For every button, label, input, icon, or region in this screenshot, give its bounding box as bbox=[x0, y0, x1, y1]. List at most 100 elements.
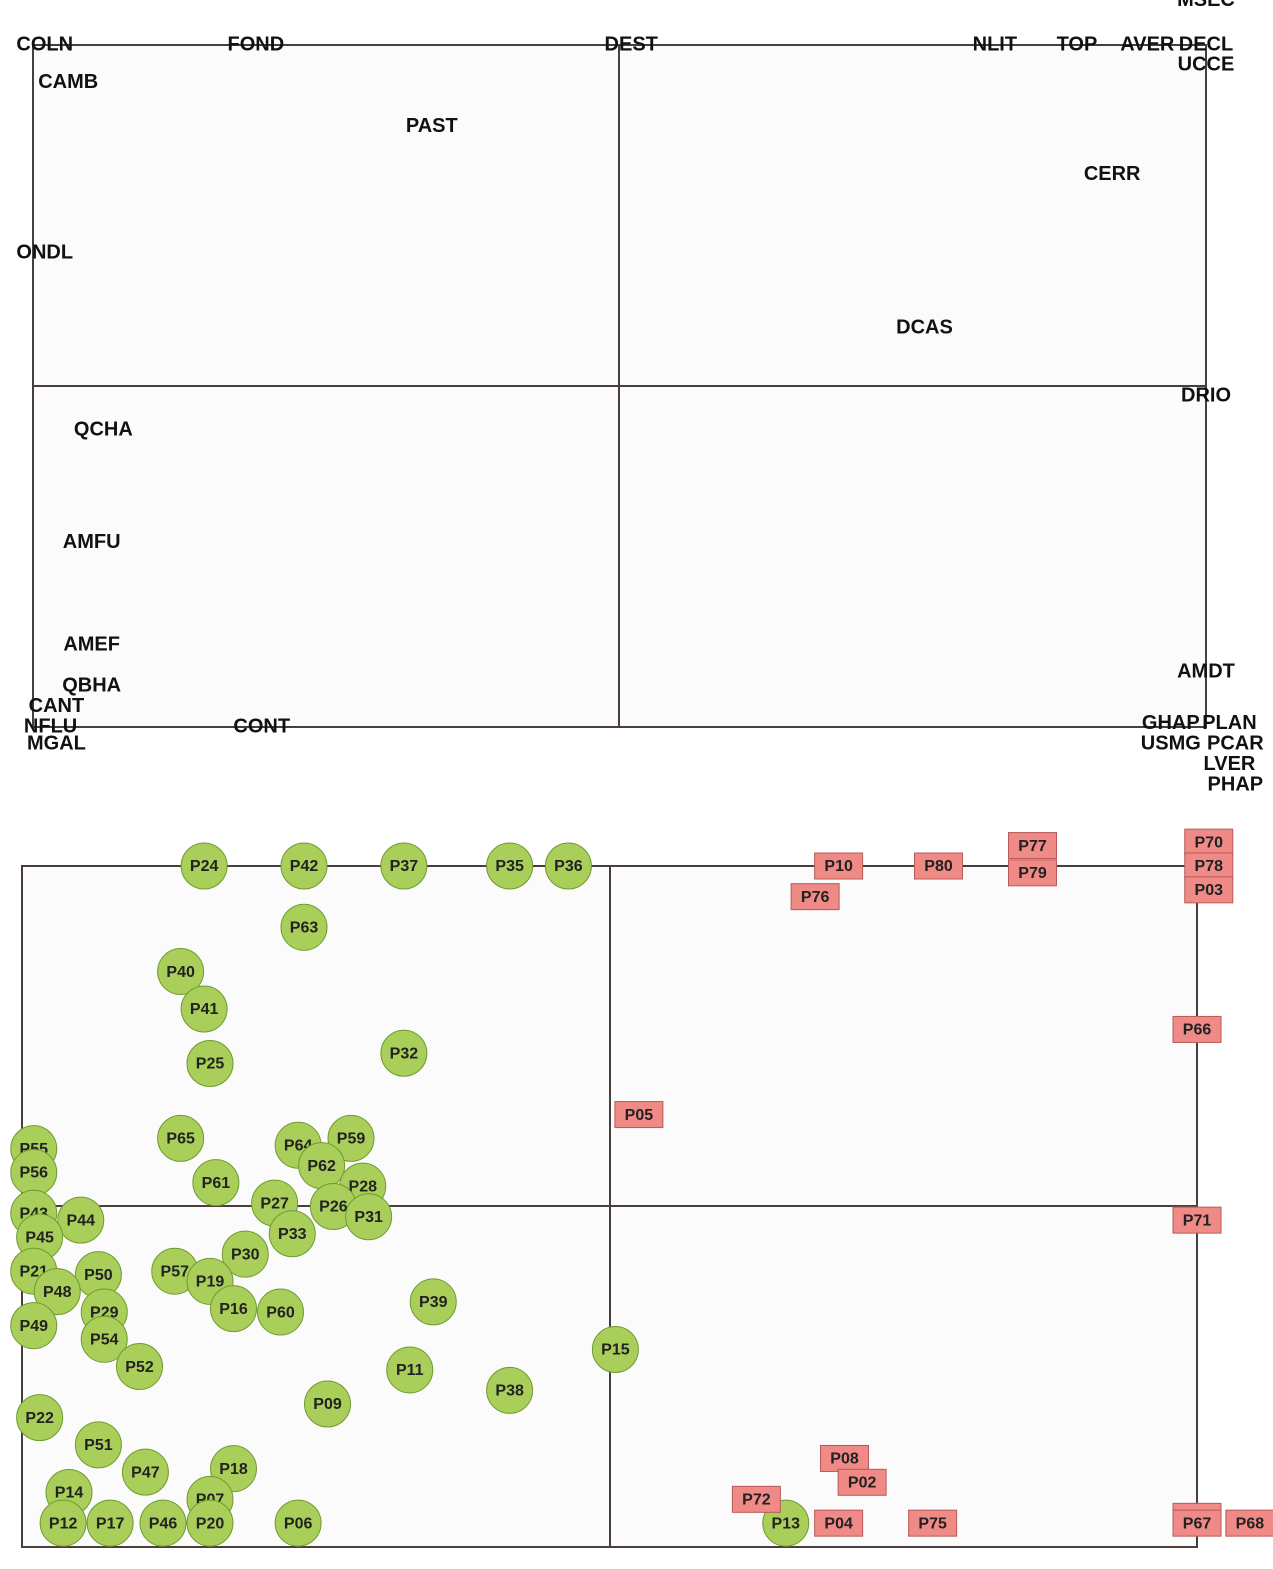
variable-label-phap: PHAP bbox=[1208, 773, 1264, 795]
sample-point-p52: P52 bbox=[116, 1343, 163, 1391]
sample-label: P08 bbox=[830, 1451, 859, 1468]
sample-point-p11: P11 bbox=[386, 1346, 434, 1394]
sample-label: P36 bbox=[554, 858, 583, 875]
variable-label-usmg: USMG bbox=[1141, 732, 1201, 754]
sample-point-p56: P56 bbox=[10, 1148, 58, 1196]
sample-label: P75 bbox=[918, 1515, 947, 1532]
circle-marker bbox=[386, 1346, 434, 1394]
variable-label-nflu: NFLU bbox=[24, 715, 77, 737]
circle-marker bbox=[268, 1210, 316, 1258]
variable-label-ghap: GHAP bbox=[1142, 712, 1200, 734]
circle-marker bbox=[180, 985, 228, 1033]
sample-label: P60 bbox=[266, 1304, 295, 1321]
square-marker bbox=[1184, 828, 1234, 856]
sample-point-p51: P51 bbox=[74, 1421, 122, 1469]
variable-label-past: PAST bbox=[406, 115, 458, 137]
variable-label-lver: LVER bbox=[1204, 753, 1256, 775]
sample-label: P14 bbox=[55, 1485, 84, 1502]
square-marker bbox=[1172, 1015, 1222, 1043]
sample-label: P48 bbox=[43, 1284, 72, 1301]
sample-point-p68: P68 bbox=[1225, 1509, 1273, 1537]
sample-point-p25: P25 bbox=[186, 1039, 234, 1087]
sample-point-p02: P02 bbox=[837, 1468, 887, 1496]
sample-label: P05 bbox=[625, 1107, 654, 1124]
sample-label: P76 bbox=[801, 889, 830, 906]
sample-label: P46 bbox=[149, 1515, 178, 1532]
sample-label: P59 bbox=[337, 1131, 366, 1148]
sample-point-p04: P04 bbox=[814, 1509, 864, 1537]
sample-label: P42 bbox=[290, 858, 319, 875]
square-marker bbox=[1172, 1206, 1222, 1234]
variable-label-plan: PLAN bbox=[1202, 712, 1256, 734]
square-marker bbox=[1225, 1509, 1273, 1537]
circle-marker bbox=[39, 1499, 87, 1547]
sample-label: P06 bbox=[284, 1515, 313, 1532]
sample-point-p36: P36 bbox=[544, 842, 592, 890]
sample-point-p22: P22 bbox=[16, 1394, 64, 1442]
circle-marker bbox=[157, 948, 205, 996]
square-marker bbox=[790, 883, 840, 911]
variable-label-dest: DEST bbox=[605, 33, 658, 55]
square-marker bbox=[1008, 859, 1057, 887]
sample-label: P32 bbox=[390, 1045, 419, 1062]
circle-marker bbox=[186, 1499, 234, 1547]
sample-point-p37: P37 bbox=[380, 842, 428, 890]
variable-label-msec: MSEC bbox=[1177, 0, 1235, 11]
sample-label: P66 bbox=[1183, 1022, 1212, 1039]
sample-label: P68 bbox=[1236, 1515, 1265, 1532]
sample-point-p38: P38 bbox=[486, 1366, 534, 1414]
sample-point-p62: P62 bbox=[298, 1142, 346, 1190]
circle-marker bbox=[80, 1315, 128, 1363]
sample-point-p77: P77 bbox=[1008, 832, 1057, 860]
sample-label: P09 bbox=[313, 1396, 342, 1413]
circle-marker bbox=[57, 1196, 105, 1244]
variable-label-cont: CONT bbox=[233, 715, 290, 737]
variable-label-amef: AMEF bbox=[63, 633, 120, 655]
circle-marker bbox=[210, 1285, 257, 1333]
sample-point-p67: P67 bbox=[1172, 1509, 1222, 1537]
sample-point-p65: P65 bbox=[157, 1114, 205, 1162]
sample-label: P45 bbox=[25, 1229, 54, 1246]
sample-label: P40 bbox=[166, 964, 195, 981]
square-marker bbox=[914, 852, 963, 880]
square-marker bbox=[1008, 832, 1057, 860]
sample-label: P37 bbox=[390, 858, 419, 875]
variable-label-ondl: ONDL bbox=[16, 241, 73, 263]
sample-label: P28 bbox=[349, 1178, 378, 1195]
sample-point-p42: P42 bbox=[280, 842, 328, 890]
variable-label-dcas: DCAS bbox=[896, 316, 953, 338]
sample-point-p61: P61 bbox=[192, 1159, 240, 1207]
sample-label: P38 bbox=[495, 1383, 524, 1400]
sample-label: P72 bbox=[742, 1492, 771, 1509]
sample-label: P27 bbox=[260, 1195, 289, 1212]
sample-point-p39: P39 bbox=[409, 1278, 457, 1326]
sample-point-p66: P66 bbox=[1172, 1015, 1222, 1043]
variable-label-qcha: QCHA bbox=[74, 419, 133, 441]
sample-point-p10: P10 bbox=[814, 852, 864, 880]
circle-marker bbox=[16, 1394, 64, 1442]
sample-point-p75: P75 bbox=[908, 1509, 958, 1537]
sample-point-p31: P31 bbox=[345, 1193, 393, 1241]
square-marker bbox=[614, 1101, 664, 1129]
circle-marker bbox=[274, 1499, 322, 1547]
sample-point-p48: P48 bbox=[33, 1268, 81, 1316]
sample-label: P13 bbox=[772, 1515, 801, 1532]
circle-marker bbox=[139, 1499, 187, 1547]
sample-point-p40: P40 bbox=[157, 948, 205, 996]
circle-marker bbox=[380, 1029, 428, 1077]
sample-label: P67 bbox=[1183, 1515, 1212, 1532]
sample-label: P49 bbox=[20, 1318, 49, 1335]
circle-marker bbox=[221, 1230, 269, 1278]
sample-label: P15 bbox=[601, 1342, 630, 1359]
variable-label-cerr: CERR bbox=[1084, 163, 1141, 185]
square-marker bbox=[731, 1485, 781, 1513]
sample-label: P62 bbox=[307, 1158, 336, 1175]
variable-label-amdt: AMDT bbox=[1177, 661, 1235, 683]
sample-point-p06: P06 bbox=[274, 1499, 322, 1547]
sample-label: P10 bbox=[824, 858, 853, 875]
sample-label: P19 bbox=[196, 1274, 225, 1291]
sample-point-p12: P12 bbox=[39, 1499, 87, 1547]
circle-marker bbox=[121, 1448, 169, 1496]
